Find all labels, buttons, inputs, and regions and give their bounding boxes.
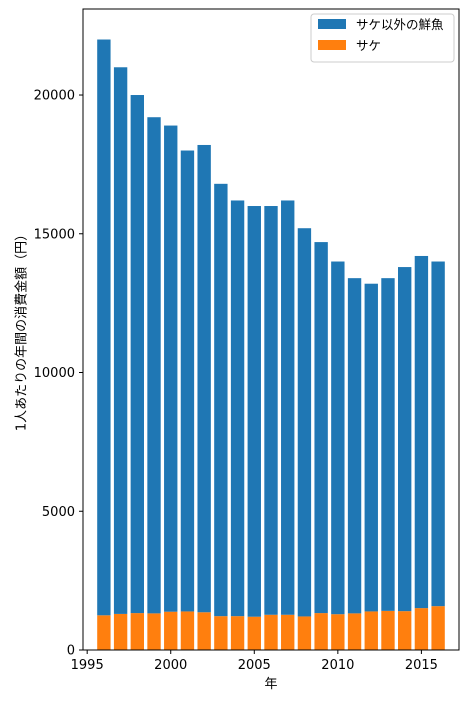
bar-salmon-2002 (197, 612, 211, 650)
legend-swatch-other-fish (318, 19, 346, 29)
bar-other-fish-2010 (331, 261, 345, 615)
bar-other-fish-1999 (147, 117, 161, 614)
bar-other-fish-2009 (314, 242, 328, 614)
bar-other-fish-2015 (414, 255, 429, 609)
y-tick-label-10000: 10000 (34, 366, 75, 381)
x-axis: 1995 2000 2005 2010 2015 (71, 650, 438, 673)
bars-layer (97, 39, 445, 650)
y-axis-label: 1人あたりの年間の消費金額（円） (14, 228, 30, 431)
bar-other-fish-2005 (247, 206, 261, 617)
bar-salmon-2009 (314, 613, 328, 650)
x-tick-label-2015: 2015 (405, 658, 438, 673)
bar-other-fish-2011 (347, 278, 362, 614)
bar-salmon-2016 (431, 606, 445, 650)
legend-box (310, 13, 455, 63)
bar-salmon-2013 (381, 610, 395, 650)
x-tick-label-2000: 2000 (154, 658, 187, 673)
bar-salmon-1996 (97, 615, 111, 650)
bar-other-fish-2013 (381, 278, 395, 611)
y-tick-label-20000: 20000 (34, 89, 75, 104)
bar-salmon-2014 (398, 611, 412, 650)
bar-salmon-2015 (414, 608, 429, 650)
bar-other-fish-2003 (214, 183, 228, 617)
bar-salmon-1999 (147, 613, 161, 650)
bar-salmon-2005 (247, 616, 261, 650)
bar-salmon-2011 (347, 613, 362, 650)
bar-salmon-2012 (364, 611, 378, 650)
bar-other-fish-2001 (180, 150, 195, 612)
y-tick-label-15000: 15000 (34, 227, 75, 242)
y-tick-label-5000: 5000 (42, 505, 75, 520)
bar-salmon-1997 (113, 613, 128, 650)
bar-other-fish-2008 (297, 228, 312, 617)
bar-other-fish-1998 (130, 95, 144, 614)
y-axis: 0 5000 10000 15000 20000 (34, 89, 83, 659)
y-tick-label-0: 0 (67, 644, 75, 659)
bar-other-fish-2007 (281, 200, 295, 615)
bar-salmon-2008 (297, 616, 312, 650)
legend-label-other-fish: サケ以外の鮮魚 (356, 17, 444, 32)
plot-frame (82, 8, 460, 651)
bar-other-fish-2004 (230, 200, 245, 617)
bar-salmon-2004 (230, 616, 245, 650)
bar-salmon-2003 (214, 616, 228, 650)
bar-salmon-2006 (264, 614, 278, 650)
legend-label-salmon: サケ (356, 38, 381, 53)
bar-other-fish-2000 (164, 125, 178, 612)
bar-other-fish-1996 (97, 39, 111, 616)
bar-other-fish-2012 (364, 283, 378, 612)
bar-salmon-2001 (180, 611, 195, 650)
legend-swatch-salmon (318, 40, 346, 50)
legend: サケ以外の鮮魚 サケ (310, 13, 455, 63)
bar-other-fish-2006 (264, 206, 278, 615)
bar-other-fish-2016 (431, 261, 445, 607)
x-tick-label-1995: 1995 (71, 658, 104, 673)
x-axis-label: 年 (264, 677, 277, 692)
x-tick-label-2005: 2005 (238, 658, 271, 673)
bar-other-fish-1997 (113, 67, 128, 614)
bar-other-fish-2014 (398, 267, 412, 612)
x-tick-label-2010: 2010 (321, 658, 354, 673)
bar-salmon-2007 (281, 614, 295, 650)
bar-salmon-2010 (331, 614, 345, 650)
bar-salmon-1998 (130, 613, 144, 650)
bar-salmon-2000 (164, 611, 178, 650)
bar-other-fish-2002 (197, 144, 211, 613)
